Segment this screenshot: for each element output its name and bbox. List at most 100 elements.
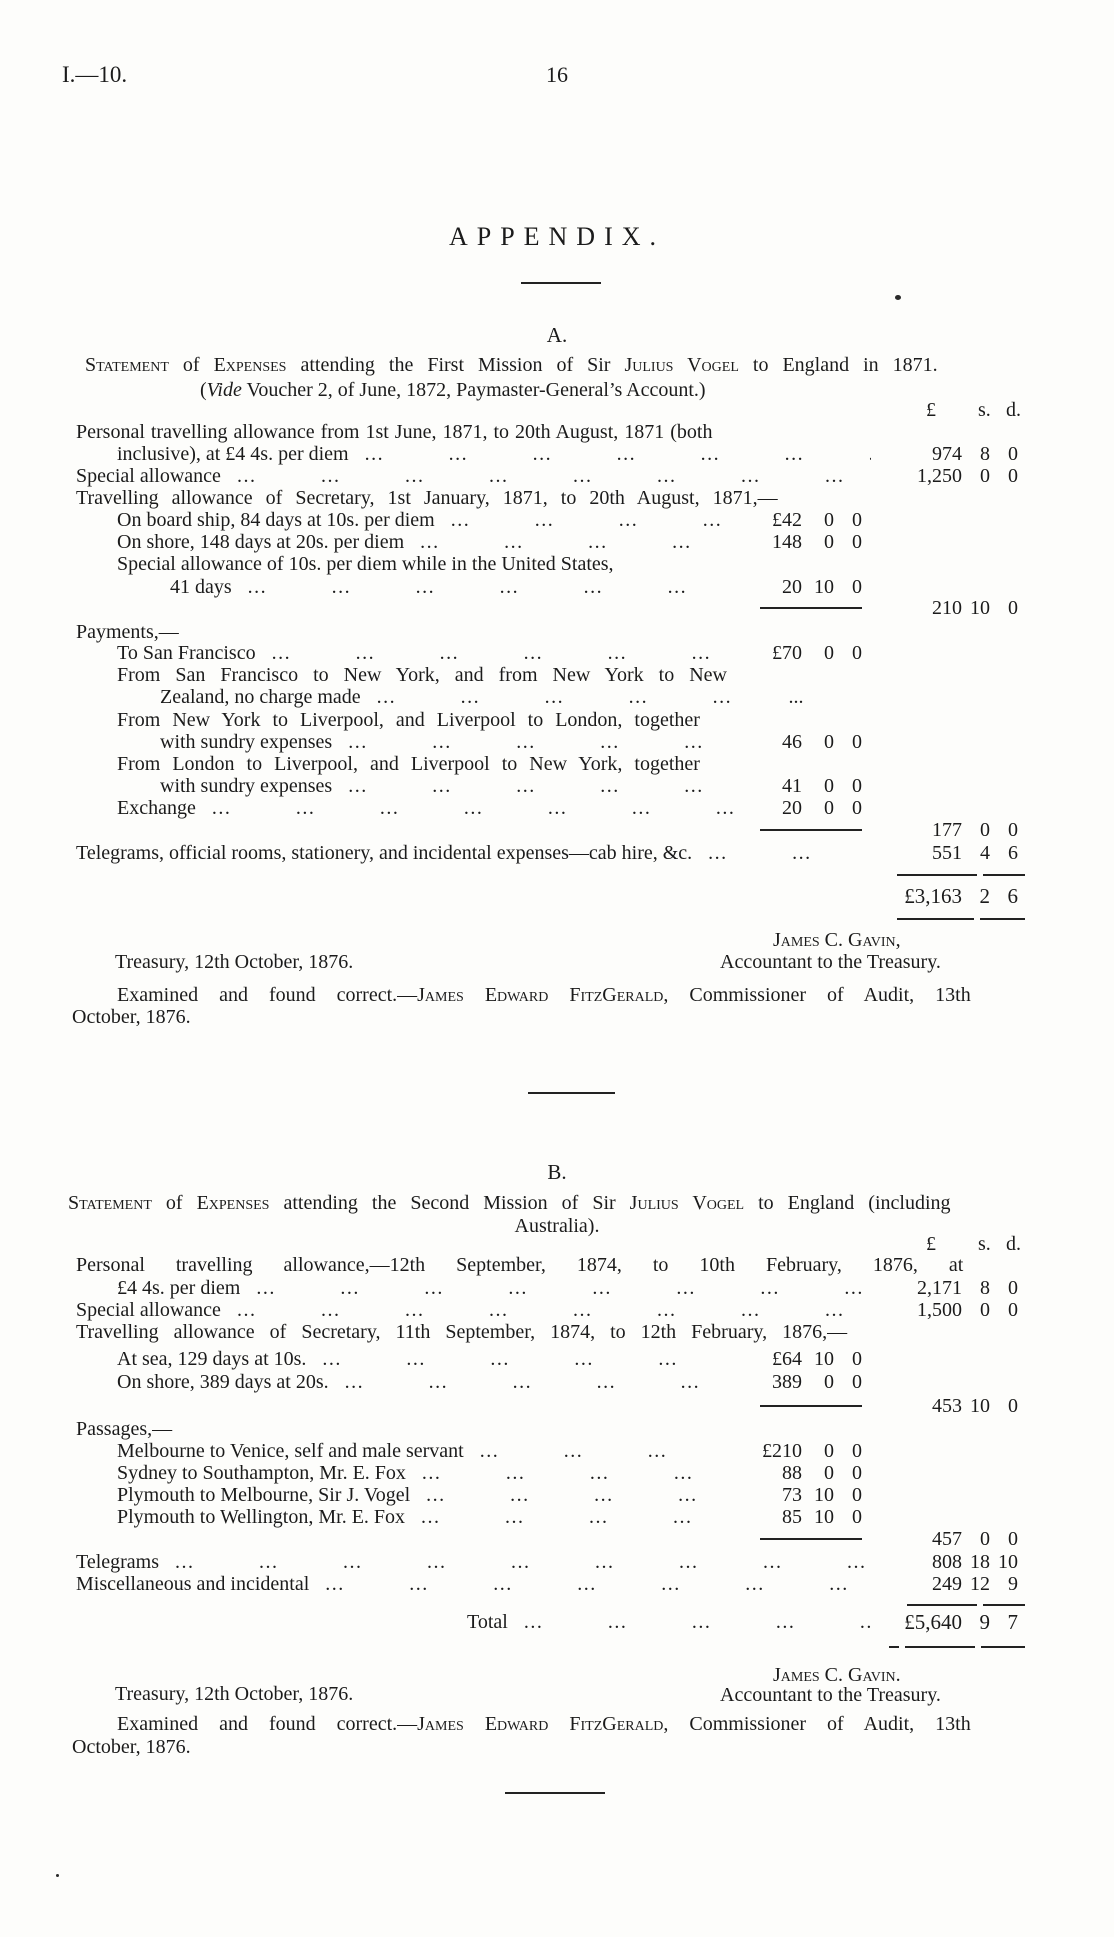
row-desc: inclusive), at £4 4s. per diem xyxy=(117,443,349,465)
column-header-pounds: £ xyxy=(926,1233,936,1255)
total-pence: 7 xyxy=(1007,1610,1019,1634)
amount-pounds: £70 xyxy=(772,642,802,664)
leader-dots: ... ... ... ... ... ... ... ... ... ... … xyxy=(420,531,733,553)
amount-pence: 0 xyxy=(852,775,862,797)
amount-pounds: £42 xyxy=(772,509,802,531)
amount-pence: 0 xyxy=(1008,465,1018,487)
section-b-heading: Statement of Expenses attending the Seco… xyxy=(68,1192,951,1214)
total-rule-bottom xyxy=(981,1646,1025,1648)
amount-pence: 9 xyxy=(1008,1573,1018,1595)
amount-shillings: 18 xyxy=(970,1551,990,1573)
table-row: Telegrams, official rooms, stationery, a… xyxy=(76,842,875,864)
amount-shillings: 0 xyxy=(824,1462,834,1484)
section-a-subheading: (Vide Voucher 2, of June, 1872, Paymaste… xyxy=(200,379,706,401)
amount-pounds: 808 xyxy=(932,1551,962,1573)
table-row: Exchange ... ... ... ... ... ... ... ... … xyxy=(117,797,737,819)
column-header-pence: d. xyxy=(1006,399,1021,421)
amount-pence: 0 xyxy=(1008,1277,1018,1299)
column-header-shillings: s. xyxy=(978,1233,991,1255)
amount-shillings: 4 xyxy=(980,842,990,864)
amount-pounds: 73 xyxy=(782,1484,802,1506)
signature-role: Accountant to the Treasury. xyxy=(720,1684,941,1706)
subtotal-pounds: 457 xyxy=(932,1528,962,1550)
amount-pounds: 551 xyxy=(932,842,962,864)
table-row: Zealand, no charge made ... ... ... ... .… xyxy=(160,686,737,708)
subheading-segment: ( xyxy=(200,379,207,401)
amount-pence: 0 xyxy=(852,1348,862,1370)
table-row: Personal travelling allowance,—12th Sept… xyxy=(76,1254,964,1276)
signature-role: Accountant to the Treasury. xyxy=(720,951,941,973)
heading-segment: of xyxy=(168,354,214,376)
subtotal-pence: 0 xyxy=(1008,1528,1018,1550)
amount-pence: 0 xyxy=(852,531,862,553)
amount-shillings: 8 xyxy=(980,1277,990,1299)
subtotal-shillings: 0 xyxy=(980,819,990,841)
heading-segment: Expenses xyxy=(213,354,287,376)
amount-pence: 0 xyxy=(1008,1299,1018,1321)
table-row: Payments,— xyxy=(76,621,179,643)
amount-pounds: 974 xyxy=(932,443,962,465)
amount-pence: 0 xyxy=(1008,443,1018,465)
amount-pence: 6 xyxy=(1008,842,1018,864)
total-label: Total xyxy=(467,1611,508,1633)
total-rule-bottom xyxy=(980,918,1025,920)
amount-pence: 0 xyxy=(852,576,862,598)
row-desc: Telegrams xyxy=(76,1551,160,1573)
leader-dots: ... ... ... ... ... ... ... ... ... ... … xyxy=(421,1462,733,1484)
row-desc: 41 days xyxy=(170,576,232,598)
row-desc: To San Francisco xyxy=(117,642,256,664)
signature-name: James C. Gavin. xyxy=(773,1664,901,1686)
table-row: Telegrams ... ... ... ... ... ... ... ...… xyxy=(76,1551,875,1573)
divider-rule xyxy=(505,1792,605,1794)
table-row: Personal travelling allowance from 1st J… xyxy=(76,421,713,443)
row-desc: Miscellaneous and incidental xyxy=(76,1573,310,1595)
leader-dots: ... ... ... ... ... ... ... ... ... ... … xyxy=(211,797,733,819)
amount-shillings: 10 xyxy=(814,576,834,598)
amount-shillings: 10 xyxy=(814,1506,834,1528)
table-row: Miscellaneous and incidental ... ... ... … xyxy=(76,1573,875,1595)
audit-statement-line2: October, 1876. xyxy=(72,1006,191,1028)
leader-dots: ... ... ... ... ... ... ... ... ... ... … xyxy=(426,1484,733,1506)
amount-pounds: 85 xyxy=(782,1506,802,1528)
audit-text xyxy=(548,984,569,1006)
row-desc: Telegrams, official rooms, stationery, a… xyxy=(76,842,693,864)
signature-place-date: Treasury, 12th October, 1876. xyxy=(115,951,354,973)
heading-segment: Statement xyxy=(68,1192,152,1214)
table-row: From London to Liverpool, and Liverpool … xyxy=(117,753,700,775)
subheading-segment-italic: Vide xyxy=(206,379,242,401)
row-desc: On board ship, 84 days at 10s. per diem xyxy=(117,509,435,531)
table-row: Passages,— xyxy=(76,1418,173,1440)
amount-shillings: 0 xyxy=(824,1371,834,1393)
leader-dots: ... ... ... ... ... ... ... ... ... ... … xyxy=(450,509,733,531)
leader-dots: ... ... ... ... ... ... ... ... ... ... … xyxy=(322,1348,733,1370)
table-row: To San Francisco ... ... ... ... ... ... … xyxy=(117,642,737,664)
row-desc: Sydney to Southampton, Mr. E. Fox xyxy=(117,1462,406,1484)
subtotal-pence: 0 xyxy=(1008,1395,1018,1417)
audit-text: , Commissioner of Audit, 13th xyxy=(663,984,971,1006)
amount-shillings: 8 xyxy=(980,443,990,465)
table-row: £4 4s. per diem ... ... ... ... ... ... .… xyxy=(117,1277,875,1299)
audit-name: James Edward xyxy=(417,1713,549,1735)
amount-pence: 0 xyxy=(852,797,862,819)
amount-pounds: £64 xyxy=(772,1348,802,1370)
amount-shillings: 0 xyxy=(980,465,990,487)
amount-shillings: 10 xyxy=(814,1348,834,1370)
total-pence: 6 xyxy=(1007,884,1019,908)
amount-pence: 0 xyxy=(852,1462,862,1484)
amount-placeholder: ... xyxy=(788,686,804,708)
heading-segment: attending the Second Mission of Sir xyxy=(269,1192,630,1214)
leader-dots: ... ... ... ... ... ... ... ... ... ... … xyxy=(256,1277,871,1299)
row-desc: Plymouth to Melbourne, Sir J. Vogel xyxy=(117,1484,411,1506)
audit-statement: Examined and found correct.—James Edward… xyxy=(117,984,971,1006)
subtotal-rule xyxy=(760,1405,862,1407)
heading-segment: attending the First Mission of Sir xyxy=(286,354,625,376)
section-b-heading-line2: Australia). xyxy=(514,1215,600,1237)
amount-pence: 10 xyxy=(998,1551,1018,1573)
subtotal-shillings: 10 xyxy=(970,1395,990,1417)
audit-statement-line2: October, 1876. xyxy=(72,1736,191,1758)
table-row: Plymouth to Wellington, Mr. E. Fox ... ..… xyxy=(117,1506,737,1528)
subtotal-pounds: 210 xyxy=(932,597,962,619)
total-pounds: £3,163 xyxy=(904,884,962,908)
amount-pence: 0 xyxy=(852,1484,862,1506)
